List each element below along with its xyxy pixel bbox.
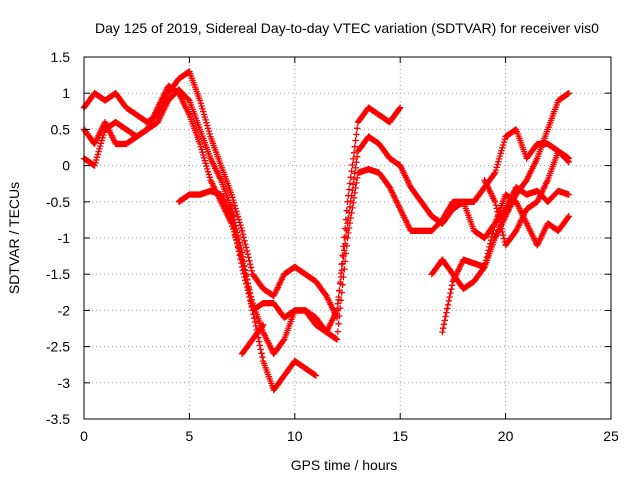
series-track-5 [238, 321, 267, 357]
series-track-4 [175, 166, 572, 343]
data-point-markers [428, 90, 572, 292]
y-tick-label: -1.5 [46, 266, 70, 282]
data-point-markers [481, 147, 572, 249]
y-tick-label: 0.5 [51, 121, 71, 137]
series-track-6 [428, 90, 572, 292]
x-tick-label: 10 [287, 428, 303, 444]
x-tick-label: 15 [392, 428, 408, 444]
x-tick-label: 20 [498, 428, 514, 444]
y-tick-label: -0.5 [46, 194, 70, 210]
y-tick-labels: -3.5 -3 -2.5 -2 -1.5 -1 -0.5 0 0.5 1 1.5 [46, 49, 70, 427]
x-tick-labels: 0 5 10 15 20 25 [80, 428, 619, 444]
y-tick-label: -2 [58, 302, 71, 318]
series-track-8 [481, 147, 572, 249]
y-tick-label: -2.5 [46, 339, 70, 355]
data-series [80, 68, 572, 394]
y-tick-label: 1 [62, 85, 70, 101]
y-tick-label: -3.5 [46, 411, 70, 427]
x-tick-label: 25 [603, 428, 619, 444]
data-point-markers [238, 321, 267, 357]
x-tick-label: 0 [80, 428, 88, 444]
chart-title: Day 125 of 2019, Sidereal Day-to-day VTE… [95, 20, 599, 36]
y-tick-label: -3 [58, 375, 71, 391]
y-tick-label: 0 [62, 158, 70, 174]
x-tick-label: 5 [186, 428, 194, 444]
data-point-markers [80, 86, 320, 394]
y-tick-label: -1 [58, 230, 71, 246]
series-track-2 [80, 86, 320, 394]
data-point-markers [175, 166, 572, 343]
y-axis-title: SDTVAR / TECUs [6, 182, 22, 294]
axis-ticks [83, 56, 612, 420]
y-tick-label: 1.5 [51, 49, 71, 65]
x-axis-title: GPS time / hours [291, 457, 398, 473]
